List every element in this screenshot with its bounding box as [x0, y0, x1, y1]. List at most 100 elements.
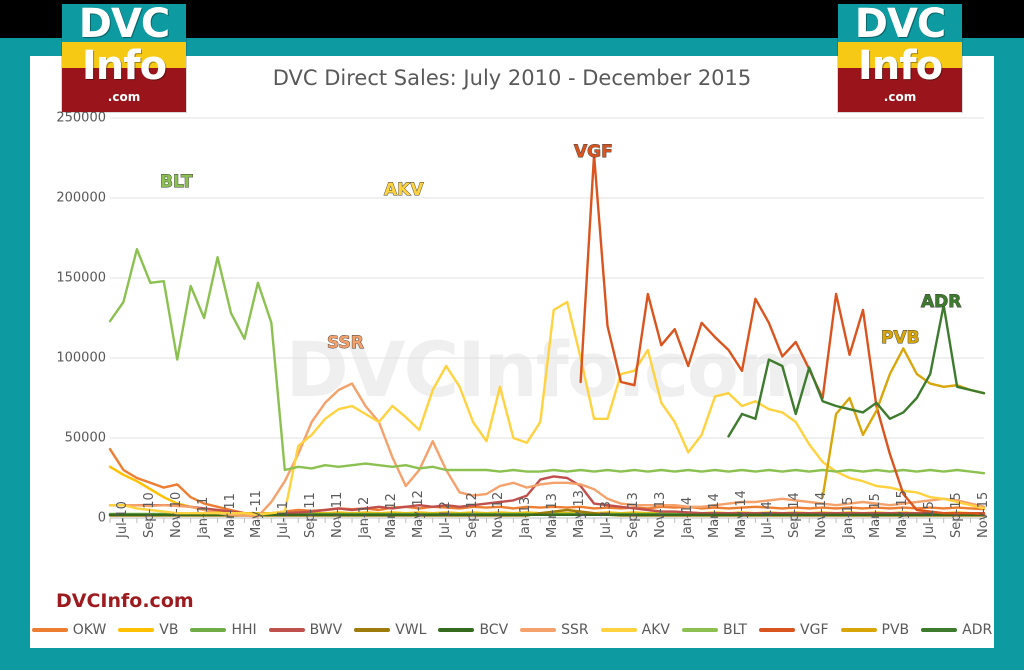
x-axis-tick-label: Mar-14: [706, 493, 722, 538]
legend-label: HHI: [231, 622, 257, 638]
logo-band-teal: [62, 4, 186, 42]
legend-swatch-icon: [354, 628, 391, 632]
legend-swatch-icon: [190, 628, 227, 632]
logo-text-info: Info: [857, 43, 943, 89]
x-axis-tick-label: May-13: [572, 490, 588, 538]
logo-band-gold: [62, 42, 186, 68]
legend-swatch-icon: [438, 628, 475, 632]
x-axis-tick-label: Sep-12: [464, 492, 480, 538]
legend-item-adr[interactable]: ADR: [921, 622, 992, 638]
legend-label: ADR: [962, 622, 993, 638]
x-axis-tick-label: Nov-14: [814, 491, 830, 538]
legend-swatch-icon: [682, 628, 719, 632]
legend-label: BLT: [723, 622, 748, 638]
legend-label: SSR: [561, 622, 589, 638]
x-axis-tick-label: Jul-12: [437, 501, 453, 538]
x-axis-tick-label: May-11: [249, 490, 265, 538]
logo-band-gold: [838, 42, 962, 68]
annotation-vgf: VGF: [574, 142, 614, 163]
annotation-adr: ADR: [921, 292, 962, 313]
legend-swatch-icon: [921, 628, 958, 632]
y-axis-labels: 0 50000 100000 150000 200000 250000: [30, 110, 110, 540]
legend-swatch-icon: [520, 628, 557, 632]
logo-text-dvc: DVC: [78, 4, 171, 47]
x-axis-tick-label: Jul-15: [921, 501, 937, 538]
x-axis-tick-label: Jan-13: [518, 496, 534, 538]
legend-label: VGF: [800, 622, 829, 638]
annotation-akv: AKV: [384, 180, 424, 201]
x-axis-tick-label: Nov-11: [330, 491, 346, 538]
legend-label: VB: [159, 622, 179, 638]
x-axis-tick-label: Nov-15: [975, 491, 991, 538]
logo-text-info: Info: [81, 43, 167, 89]
legend-item-okw[interactable]: OKW: [31, 622, 107, 638]
legend-item-ssr[interactable]: SSR: [520, 622, 589, 638]
y-axis-tick-label: 200000: [56, 190, 106, 206]
x-axis-tick-label: Nov-13: [652, 491, 668, 538]
series-line-akv: [108, 300, 986, 516]
legend-item-blt[interactable]: BLT: [682, 622, 747, 638]
x-axis-tick-label: Jul-14: [760, 501, 776, 538]
y-axis-tick-label: 250000: [56, 110, 106, 126]
legend-item-bcv[interactable]: BCV: [438, 622, 508, 638]
legend-label: OKW: [72, 622, 107, 638]
x-axis-tick-label: Sep-13: [625, 492, 641, 538]
series-line-adr: [727, 304, 986, 438]
annotation-ssr: SSR: [327, 333, 365, 354]
legend-item-vwl[interactable]: VWL: [354, 622, 426, 638]
y-axis-tick-label: 50000: [64, 430, 106, 446]
annotation-pvb: PVB: [881, 328, 920, 349]
series-line-ssr: [108, 382, 986, 518]
x-axis-tick-label: Jan-14: [679, 496, 695, 538]
y-axis-tick-label: 100000: [56, 350, 106, 366]
x-axis-tick-label: Sep-10: [141, 492, 157, 538]
logo-text-dvc: DVC: [854, 4, 947, 47]
legend-item-bwv[interactable]: BWV: [268, 622, 343, 638]
logo-band-red: [62, 68, 186, 112]
legend-item-vgf[interactable]: VGF: [759, 622, 829, 638]
line-chart-svg: [108, 117, 986, 523]
legend-label: BWV: [309, 622, 343, 638]
logo-band-red: [838, 68, 962, 112]
x-axis-tick-label: Jul-10: [115, 501, 130, 538]
dvcinfo-logo-right: DVC Info .com: [838, 4, 962, 112]
x-axis-tick-label: May-15: [894, 490, 910, 538]
x-axis-tick-label: Jan-12: [357, 496, 373, 538]
legend-label: VWL: [395, 622, 427, 638]
logo-text-com: .com: [883, 90, 917, 104]
x-axis-tick-label: Nov-12: [491, 491, 507, 538]
page-title: DVC Direct Sales: July 2010 - December 2…: [272, 66, 752, 90]
x-axis-tick-label: Mar-12: [383, 493, 399, 538]
legend-swatch-icon: [600, 628, 637, 632]
legend-swatch-icon: [31, 628, 68, 632]
series-line-vgf: [579, 153, 986, 516]
legend-swatch-icon: [840, 628, 877, 632]
logo-band-teal: [838, 4, 962, 42]
legend-swatch-icon: [759, 628, 796, 632]
site-footer-label: DVCInfo.com: [56, 590, 194, 612]
legend-item-vb[interactable]: VB: [118, 622, 178, 638]
legend-item-hhi[interactable]: HHI: [190, 622, 257, 638]
legend-label: PVB: [881, 622, 910, 638]
x-axis-tick-label: Nov-10: [168, 491, 184, 538]
x-axis-tick-label: Mar-13: [545, 493, 561, 538]
x-axis-tick-label: Mar-15: [867, 493, 883, 538]
x-axis-tick-label: Sep-11: [303, 492, 319, 538]
logo-text-com: .com: [107, 90, 141, 104]
legend-swatch-icon: [268, 628, 305, 632]
y-axis-tick-label: 150000: [56, 270, 106, 286]
series-line-blt: [108, 248, 986, 475]
y-axis-tick-label: 0: [97, 510, 106, 526]
dvcinfo-logo-left: DVC Info .com: [62, 4, 186, 112]
legend-item-pvb[interactable]: PVB: [840, 622, 910, 638]
legend-label: AKV: [641, 622, 671, 638]
chart-card: [30, 56, 994, 648]
x-axis-tick-label: May-12: [410, 490, 426, 538]
legend-item-akv[interactable]: AKV: [600, 622, 671, 638]
chart-legend: OKW VB HHI BWV VWL BCV SSR AKV BLT VGF PVB ADR: [31, 616, 992, 644]
legend-swatch-icon: [118, 628, 155, 632]
x-axis-tick-label: Jul-13: [599, 501, 615, 538]
x-axis-tick-label: Jan-11: [195, 496, 211, 538]
x-axis-tick-label: Jan-15: [841, 496, 857, 538]
